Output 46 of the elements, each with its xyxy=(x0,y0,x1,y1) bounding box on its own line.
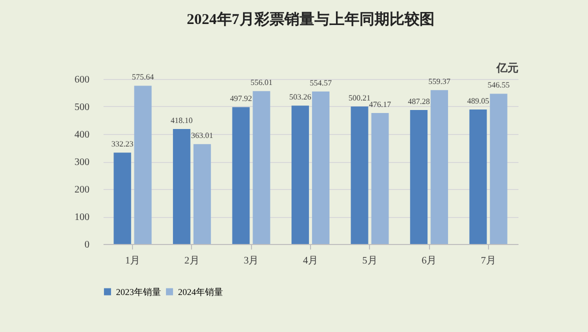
bar xyxy=(172,129,190,244)
y-tick-label: 200 xyxy=(74,184,90,196)
bar xyxy=(410,110,428,244)
bar xyxy=(350,106,368,244)
data-label: 575.64 xyxy=(132,72,154,82)
legend-label: 2024年销量 xyxy=(178,286,223,297)
y-axis-title: 亿元 xyxy=(496,62,518,74)
data-label: 332.23 xyxy=(111,140,134,149)
y-tick-label: 500 xyxy=(74,102,90,113)
bar xyxy=(114,152,132,244)
bar xyxy=(134,86,152,244)
x-tick-label: 1月 xyxy=(125,256,140,266)
bar xyxy=(193,144,211,244)
x-tick-label: 6月 xyxy=(422,256,437,266)
bar xyxy=(312,91,330,244)
data-label: 476.17 xyxy=(369,100,392,110)
bar xyxy=(292,106,309,244)
data-label: 554.57 xyxy=(310,78,332,88)
bar xyxy=(430,90,448,244)
legend-label: 2023年销量 xyxy=(116,286,161,297)
x-tick-label: 2月 xyxy=(184,256,200,266)
bar xyxy=(371,113,389,244)
data-label: 559.37 xyxy=(428,77,450,86)
data-label: 363.01 xyxy=(191,131,214,140)
bar xyxy=(469,110,487,244)
data-label: 556.01 xyxy=(250,78,272,88)
y-tick-label: 600 xyxy=(74,74,90,86)
x-tick-label: 3月 xyxy=(244,256,259,266)
data-label: 487.28 xyxy=(408,97,430,106)
y-tick-label: 300 xyxy=(74,157,90,168)
data-label: 418.10 xyxy=(170,116,193,126)
data-label: 500.21 xyxy=(348,93,371,102)
data-label: 546.55 xyxy=(488,80,510,90)
bar xyxy=(490,94,508,244)
data-label: 489.05 xyxy=(467,96,490,106)
data-label: 503.26 xyxy=(289,92,312,102)
x-tick-label: 5月 xyxy=(362,256,378,266)
y-tick-label: 400 xyxy=(74,130,90,140)
y-tick-label: 0 xyxy=(84,240,90,250)
x-tick-label: 7月 xyxy=(480,256,496,266)
chart-title: 2024年7月彩票销量与上年同期比较图 xyxy=(186,11,434,28)
bar xyxy=(232,107,250,244)
y-tick-label: 100 xyxy=(74,212,90,223)
data-label: 497.92 xyxy=(230,94,252,104)
bar xyxy=(252,91,270,244)
x-tick-label: 4月 xyxy=(303,256,318,266)
